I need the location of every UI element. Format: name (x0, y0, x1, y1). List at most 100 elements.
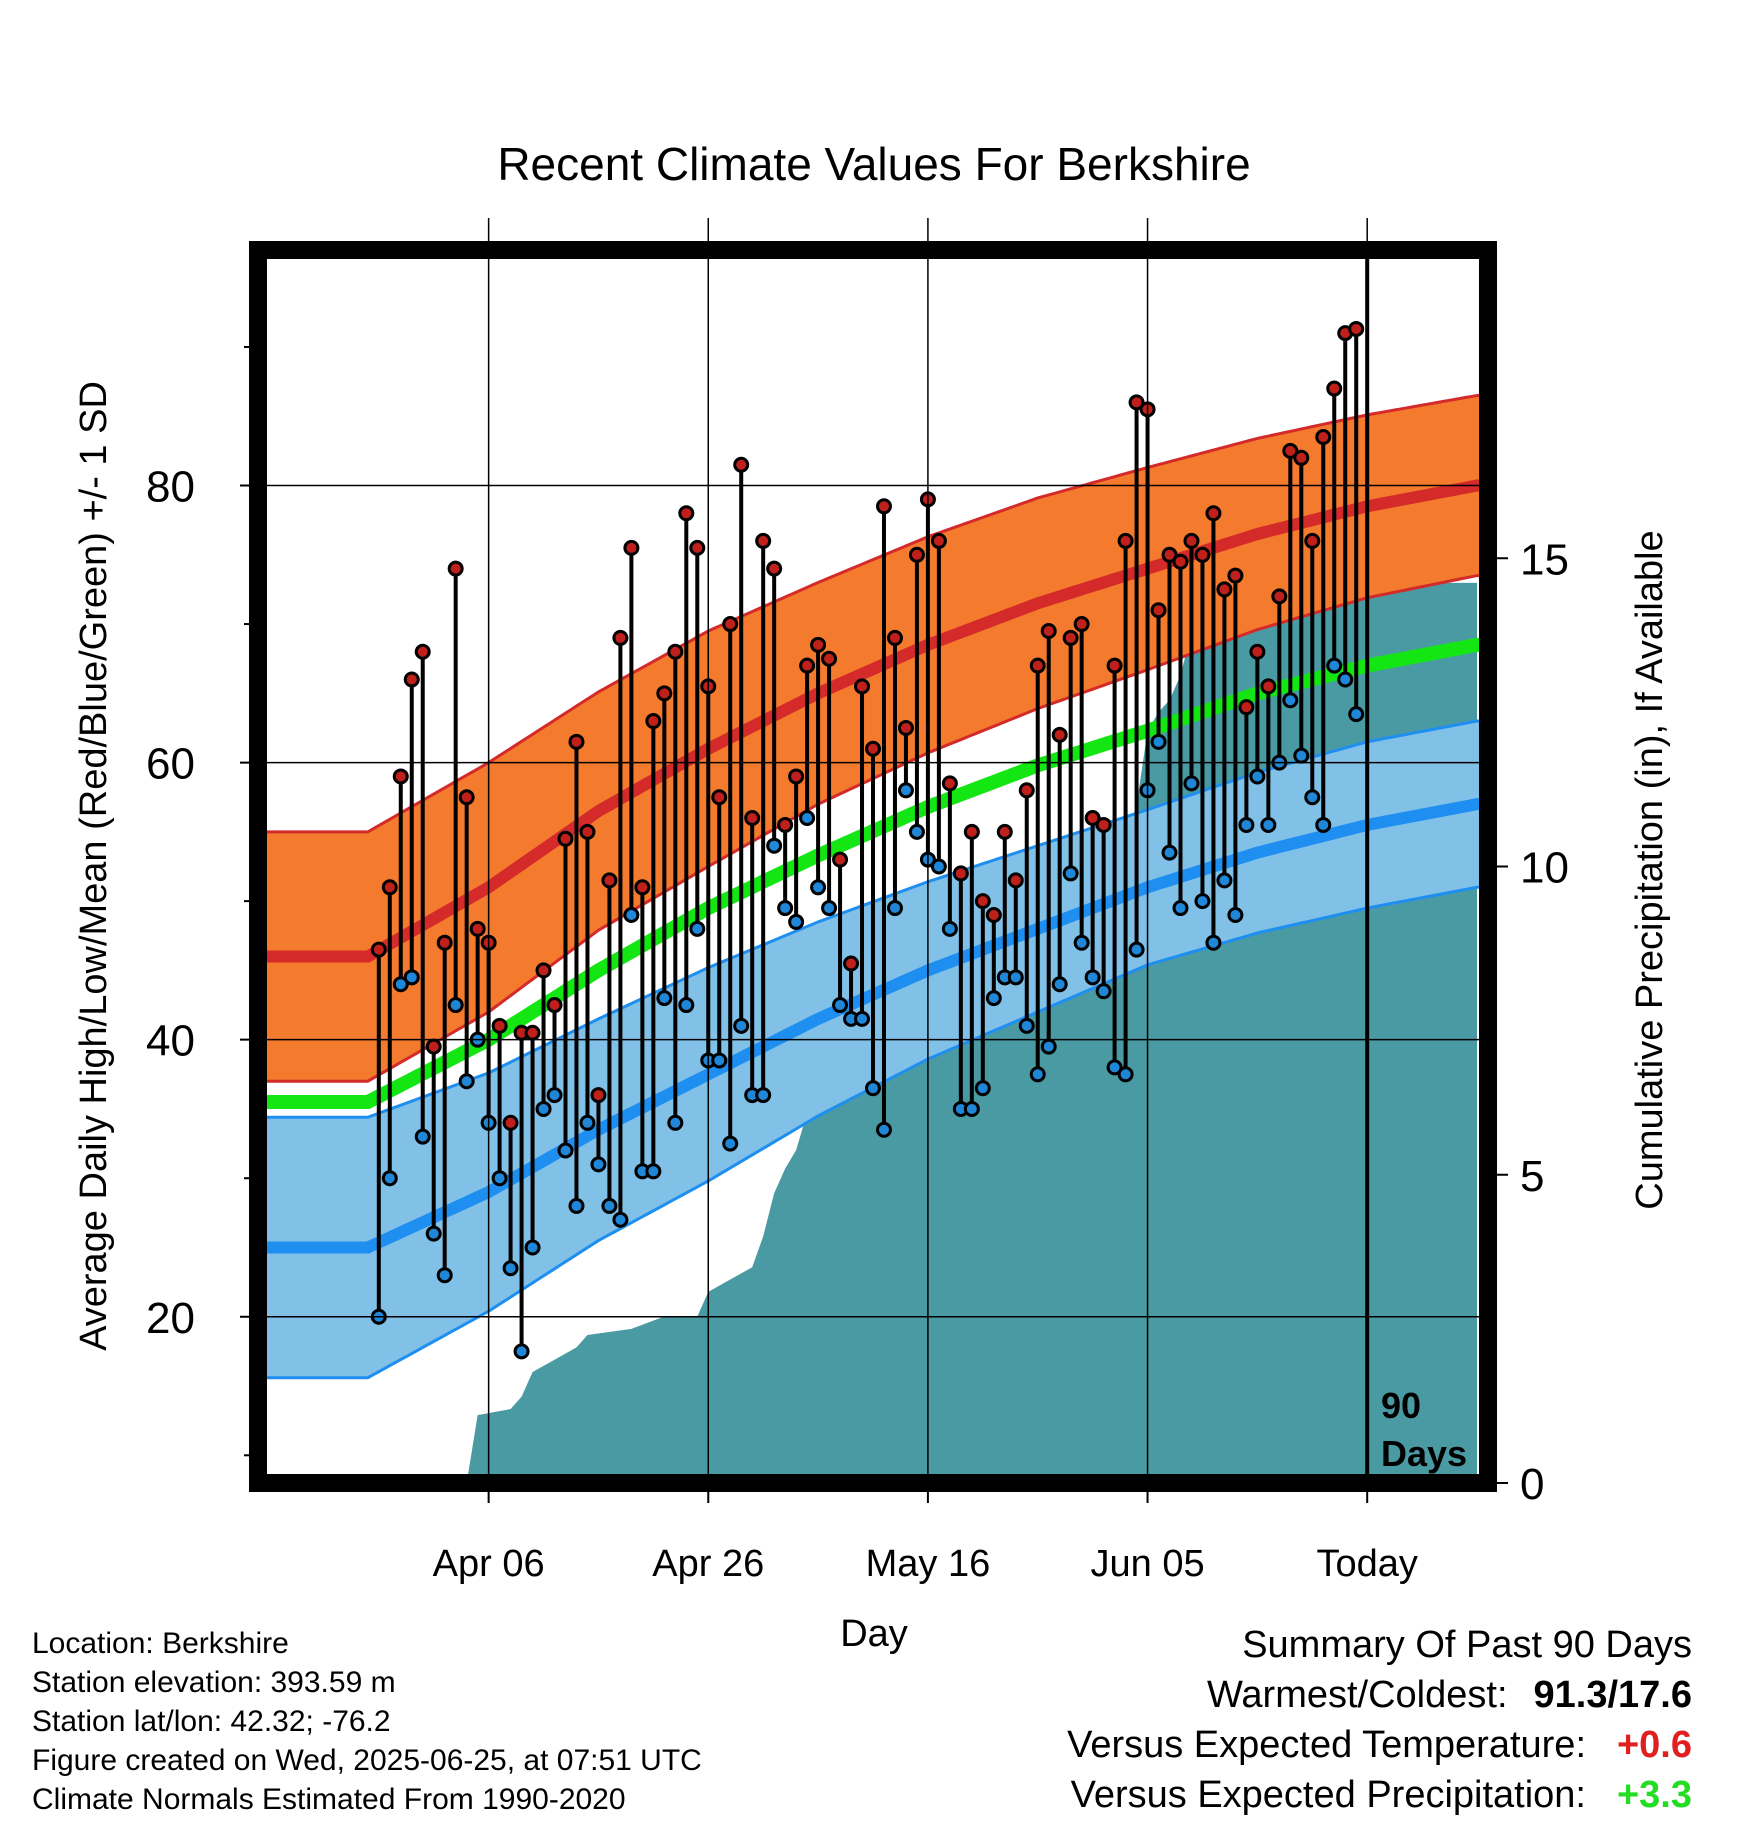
axes: 20 40 60 80 0 5 10 15 Apr 06 Apr 26 May 16 Jun 05 To… (146, 218, 1569, 1585)
daily-high-point-47 (886, 629, 903, 646)
daily-low-point-83 (1282, 692, 1299, 709)
daily-high-point-89 (1348, 320, 1365, 337)
daily-high-point-31 (711, 789, 728, 806)
daily-low-point-55 (974, 1080, 991, 1097)
daily-low-point-85 (1304, 789, 1321, 806)
daily-low-point-64 (1073, 934, 1090, 951)
daily-low-point-37 (777, 900, 794, 917)
daily-low-point-66 (1095, 983, 1112, 1000)
precip-anomaly-row: Versus Expected Precipitation: +3.3 (1067, 1770, 1692, 1820)
daily-high-point-35 (755, 532, 772, 549)
daily-high-point-73 (1172, 553, 1189, 570)
daily-high-point-9 (469, 920, 486, 937)
daily-high-point-19 (579, 823, 596, 840)
daily-low-point-84 (1293, 747, 1310, 764)
daily-high-point-5 (425, 1038, 442, 1055)
daily-low-point-11 (491, 1170, 508, 1187)
warm-cold-value: 91.3/17.6 (1533, 1674, 1692, 1716)
daily-high-point-1 (381, 879, 398, 896)
warm-cold-label: Warmest/Coldest: (1206, 1674, 1508, 1716)
daily-low-point-36 (766, 837, 783, 854)
daily-high-point-0 (370, 941, 387, 958)
daily-high-point-67 (1106, 657, 1123, 674)
daily-high-point-71 (1150, 602, 1167, 619)
daily-high-point-78 (1227, 567, 1244, 584)
normals-text: Climate Normals Estimated From 1990-2020 (32, 1783, 626, 1816)
daily-high-point-33 (733, 456, 750, 473)
daily-low-point-86 (1315, 816, 1332, 833)
daily-low-point-73 (1172, 900, 1189, 917)
daily-high-point-66 (1095, 816, 1112, 833)
daily-high-point-28 (678, 505, 695, 522)
daily-high-point-57 (996, 823, 1013, 840)
daily-high-point-23 (623, 539, 640, 556)
daily-low-point-59 (1018, 1017, 1035, 1034)
daily-low-point-63 (1062, 865, 1079, 882)
precip-anomaly-value: +3.3 (1616, 1774, 1692, 1816)
daily-high-point-85 (1304, 532, 1321, 549)
daily-low-point-67 (1106, 1059, 1123, 1076)
daily-high-point-53 (952, 865, 969, 882)
daily-high-point-48 (897, 719, 914, 736)
daily-high-point-84 (1293, 449, 1310, 466)
daily-high-point-51 (930, 532, 947, 549)
daily-low-point-60 (1029, 1066, 1046, 1083)
daily-low-point-3 (403, 969, 420, 986)
daily-low-point-49 (908, 823, 925, 840)
daily-high-point-22 (612, 629, 629, 646)
daily-low-point-2 (392, 976, 409, 993)
daily-high-point-59 (1018, 782, 1035, 799)
daily-high-point-80 (1249, 643, 1266, 660)
y2-tick-label-0: 0 (1520, 1460, 1544, 1509)
daily-low-point-12 (502, 1260, 519, 1277)
x-tick-label-2: May 16 (866, 1543, 991, 1585)
daily-low-point-69 (1128, 941, 1145, 958)
daily-low-point-17 (557, 1142, 574, 1159)
normal-high-line (258, 479, 1488, 963)
daily-low-point-87 (1326, 657, 1343, 674)
daily-high-point-37 (777, 816, 794, 833)
daily-low-point-32 (722, 1135, 739, 1152)
daily-high-point-34 (744, 810, 761, 827)
x-tick-label-1: Apr 26 (652, 1543, 764, 1585)
daily-high-point-79 (1238, 699, 1255, 716)
daily-high-point-87 (1326, 380, 1343, 397)
daily-high-point-60 (1029, 657, 1046, 674)
daily-low-point-23 (623, 906, 640, 923)
daily-low-point-52 (941, 920, 958, 937)
daily-high-point-21 (601, 872, 618, 889)
daily-low-point-45 (865, 1080, 881, 1097)
daily-high-point-56 (985, 906, 1002, 923)
daily-high-point-41 (821, 650, 838, 667)
daily-low-point-76 (1205, 934, 1222, 951)
daily-low-point-16 (546, 1087, 563, 1104)
daily-high-point-49 (908, 546, 925, 563)
daily-low-point-25 (645, 1163, 662, 1180)
daily-high-point-69 (1128, 394, 1145, 411)
daily-low-point-38 (788, 913, 805, 930)
daily-high-point-52 (941, 775, 958, 792)
daily-low-point-31 (711, 1052, 728, 1069)
daily-high-point-16 (546, 997, 563, 1014)
temp-anomaly-label: Versus Expected Temperature: (1067, 1724, 1586, 1766)
today-label-line2: Days (1381, 1433, 1467, 1474)
daily-high-point-58 (1007, 872, 1024, 889)
daily-high-point-76 (1205, 505, 1222, 522)
y2-tick-label-1: 5 (1520, 1152, 1544, 1201)
daily-low-point-33 (733, 1017, 750, 1034)
daily-high-point-72 (1161, 546, 1178, 563)
daily-low-point-13 (513, 1343, 530, 1360)
daily-high-point-2 (392, 768, 409, 785)
daily-low-point-88 (1337, 671, 1354, 688)
daily-high-point-4 (414, 643, 431, 660)
daily-low-point-14 (524, 1239, 541, 1256)
daily-high-point-75 (1194, 546, 1211, 563)
daily-high-point-44 (854, 678, 871, 695)
daily-high-point-11 (491, 1017, 508, 1034)
daily-low-point-28 (678, 997, 695, 1014)
daily-observations (370, 320, 1365, 1360)
daily-low-point-21 (601, 1197, 618, 1214)
daily-high-point-12 (502, 1114, 519, 1131)
daily-high-point-8 (458, 789, 475, 806)
x-tick-label-4: Today (1316, 1543, 1417, 1585)
